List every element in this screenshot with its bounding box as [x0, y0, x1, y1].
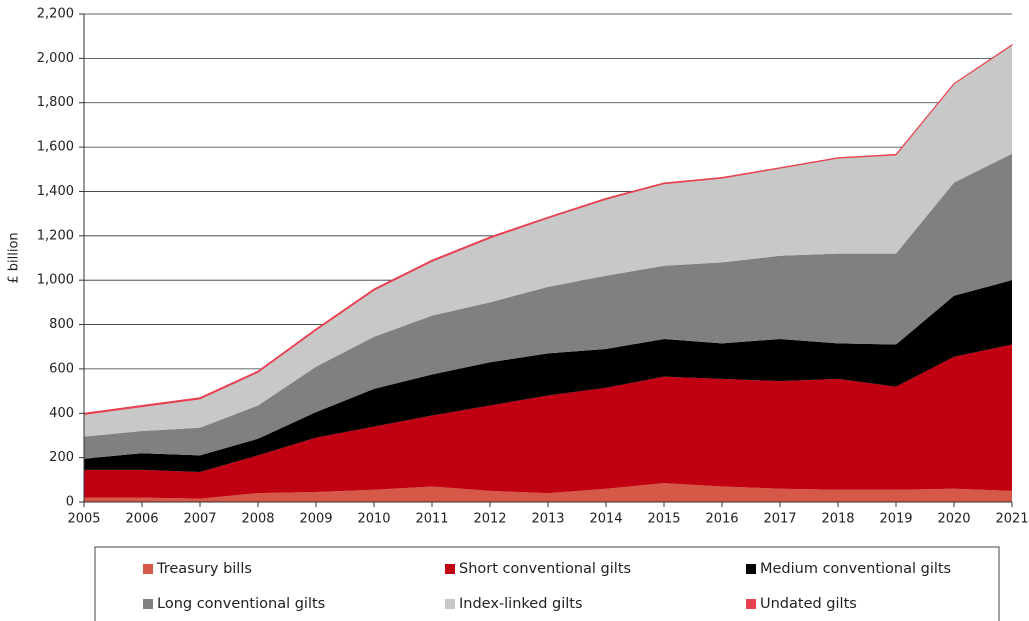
- y-tick-label: 1,200: [37, 228, 74, 243]
- y-axis-label: £ billion: [7, 232, 22, 283]
- x-tick-label: 2010: [357, 512, 390, 527]
- x-tick-label: 2011: [415, 512, 448, 527]
- y-tick-label: 1,600: [37, 140, 74, 155]
- x-tick-label: 2009: [299, 512, 332, 527]
- x-tick-label: 2006: [125, 512, 158, 527]
- x-tick-label: 2015: [647, 512, 680, 527]
- area: [84, 344, 1012, 499]
- legend-swatch: [746, 599, 756, 609]
- legend-label: Undated gilts: [760, 596, 857, 612]
- area: [84, 153, 1012, 459]
- legend-label: Treasury bills: [156, 561, 252, 577]
- legend-swatch: [445, 599, 455, 609]
- x-tick-label: 2007: [183, 512, 216, 527]
- legend-label: Medium conventional gilts: [760, 561, 951, 577]
- x-tick-label: 2013: [531, 512, 564, 527]
- x-tick-label: 2014: [589, 512, 622, 527]
- y-tick-label: 600: [49, 361, 74, 376]
- x-tick-label: 2017: [763, 512, 796, 527]
- x-tick-label: 2012: [473, 512, 506, 527]
- legend-label: Short conventional gilts: [459, 561, 631, 577]
- area: [83, 43, 1013, 415]
- x-tick-label: 2018: [821, 512, 854, 527]
- area: [84, 45, 1012, 437]
- y-tick-label: 800: [49, 317, 74, 332]
- y-tick-label: 1,000: [37, 273, 74, 288]
- y-tick-label: 0: [66, 495, 74, 510]
- legend-swatch: [143, 564, 153, 574]
- area: [84, 280, 1012, 473]
- y-tick-label: 2,200: [37, 7, 74, 22]
- y-tick-label: 1,800: [37, 95, 74, 110]
- legend-swatch: [746, 564, 756, 574]
- x-tick-label: 2005: [67, 512, 100, 527]
- legend-swatch: [143, 599, 153, 609]
- x-tick-label: 2019: [879, 512, 912, 527]
- legend-label: Long conventional gilts: [157, 596, 325, 612]
- x-tick-label: 2021: [995, 512, 1028, 527]
- y-tick-label: 400: [49, 406, 74, 421]
- x-tick-label: 2020: [937, 512, 970, 527]
- y-tick-label: 2,000: [37, 51, 74, 66]
- legend-label: Index-linked gilts: [459, 596, 583, 612]
- legend-box: [94, 546, 1000, 621]
- y-tick-label: 1,400: [37, 184, 74, 199]
- area: [84, 483, 1012, 502]
- legend-swatch: [445, 564, 455, 574]
- y-tick-label: 200: [49, 450, 74, 465]
- x-tick-label: 2016: [705, 512, 738, 527]
- x-tick-label: 2008: [241, 512, 274, 527]
